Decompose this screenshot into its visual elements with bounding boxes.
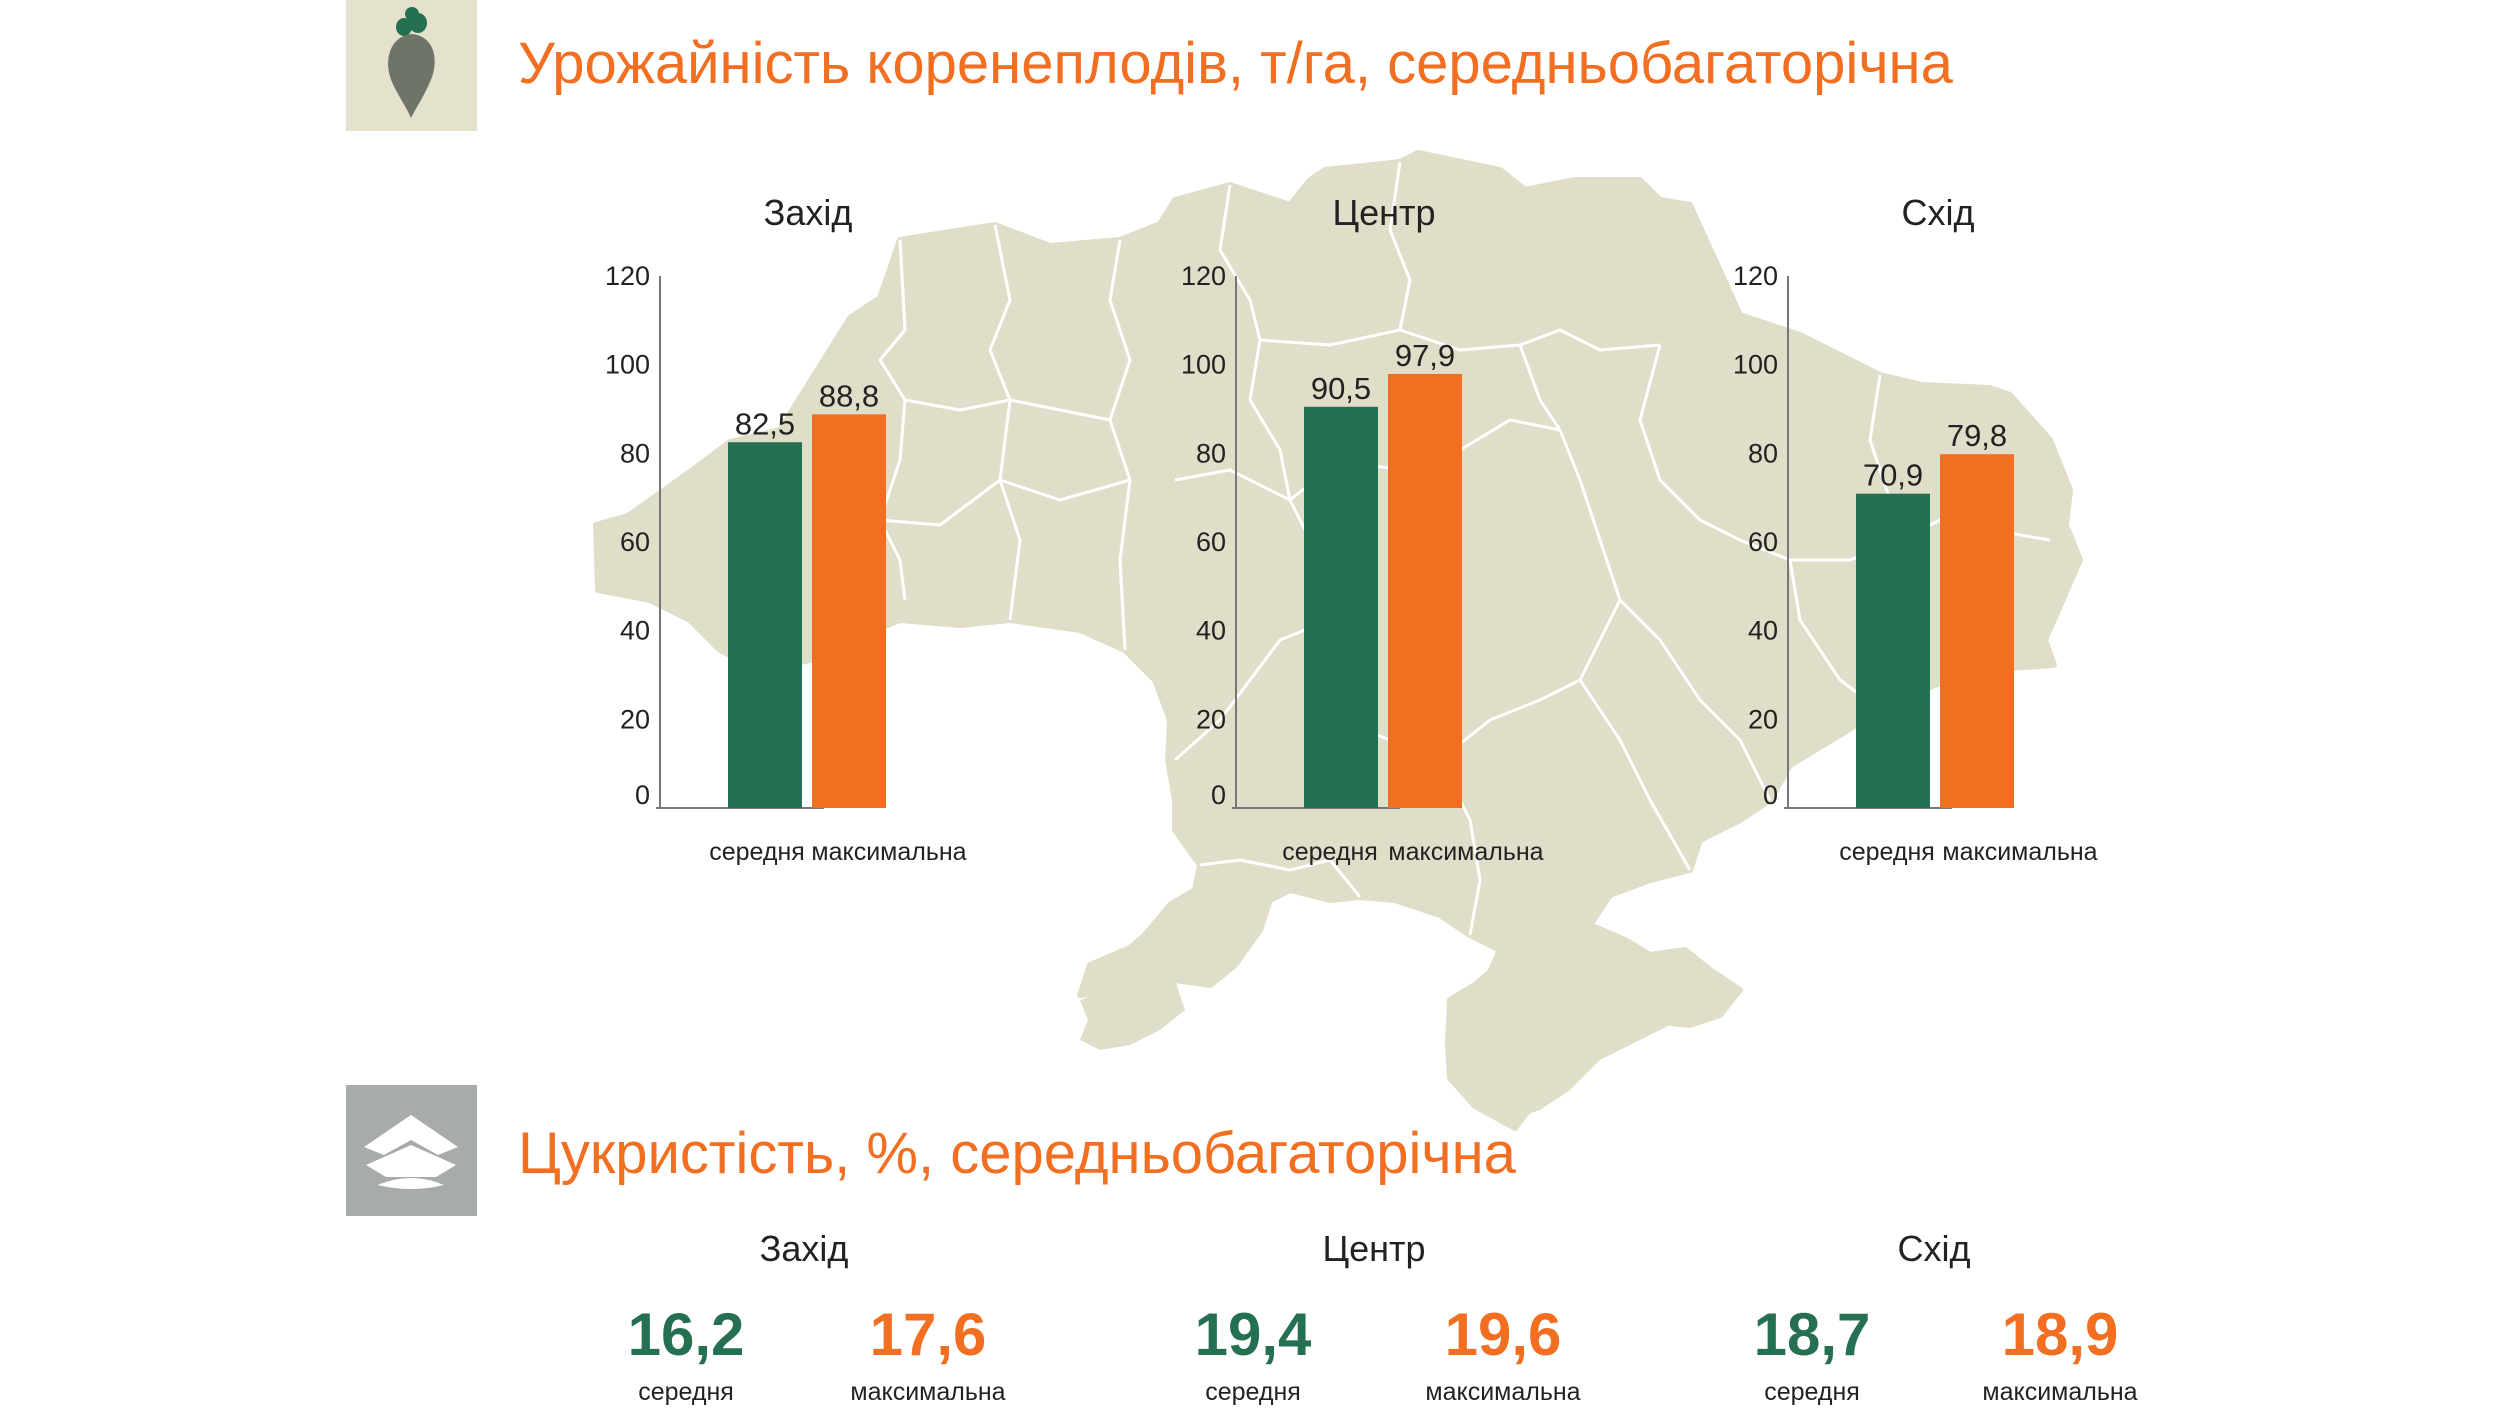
bar-value-label: 82,5 bbox=[735, 406, 795, 441]
y-tick-label: 20 bbox=[1196, 704, 1226, 734]
y-tick-label: 60 bbox=[1748, 527, 1778, 557]
bar-value-label: 90,5 bbox=[1311, 371, 1371, 406]
sugar-max-label-east: максимальна bbox=[1982, 1378, 2138, 1406]
bar-value-label: 70,9 bbox=[1863, 458, 1923, 493]
y-tick-label: 120 bbox=[1733, 261, 1778, 291]
bar-west-max bbox=[812, 414, 886, 808]
y-tick-label: 40 bbox=[1196, 616, 1226, 646]
y-tick-label: 60 bbox=[1196, 527, 1226, 557]
bar-center-max bbox=[1388, 373, 1462, 808]
sugar-avg-center: 19,4 bbox=[1194, 1301, 1312, 1368]
sugar-heading: Цукристість, %, середньобагаторічна bbox=[518, 1121, 1516, 1186]
y-tick-label: 20 bbox=[620, 704, 650, 734]
sugar-avg-label-east: середня bbox=[1764, 1378, 1860, 1406]
bar-chart-center: Центр 0 20 40 60 80 100 120 90,5 середня 97,9 макси… bbox=[1181, 192, 1544, 866]
bar-value-label: 88,8 bbox=[819, 378, 879, 413]
y-tick-label: 120 bbox=[1181, 261, 1226, 291]
chart-title-east: Схід bbox=[1901, 192, 1974, 233]
bar-west-avg bbox=[728, 442, 802, 808]
chart-title-west: Захід bbox=[764, 192, 853, 233]
sugar-region-center: Центр bbox=[1322, 1228, 1426, 1269]
sugar-icon-box bbox=[346, 1085, 477, 1216]
y-tick-label: 80 bbox=[1196, 438, 1226, 468]
category-label: максимальна bbox=[1388, 838, 1543, 866]
sugar-max-center: 19,6 bbox=[1444, 1301, 1562, 1368]
bar-charts: Захід 0 20 40 60 80 100 120 82,5 середня 88,8 макси… bbox=[605, 192, 2098, 866]
y-tick-label: 120 bbox=[605, 261, 650, 291]
sugar-max-east: 18,9 bbox=[2001, 1301, 2119, 1368]
bar-east-avg bbox=[1856, 493, 1930, 808]
y-tick-label: 20 bbox=[1748, 704, 1778, 734]
y-tick-label: 0 bbox=[1763, 780, 1778, 810]
y-tick-label: 100 bbox=[605, 350, 650, 380]
sugar-max-label-center: максимальна bbox=[1425, 1378, 1581, 1406]
sugar-region-west: Захід bbox=[759, 1228, 849, 1269]
bar-east-max bbox=[1940, 454, 2014, 808]
chart-title-center: Центр bbox=[1332, 192, 1435, 233]
yield-heading: Урожайність коренеплодів, т/га, середньо… bbox=[518, 31, 1953, 96]
bar-center-avg bbox=[1304, 406, 1378, 808]
category-label: середня bbox=[709, 838, 805, 866]
sugar-avg-east: 18,7 bbox=[1753, 1301, 1871, 1368]
sugar-avg-west: 16,2 bbox=[627, 1301, 745, 1368]
region-borders bbox=[878, 161, 2051, 936]
y-tick-label: 100 bbox=[1733, 350, 1778, 380]
y-tick-label: 40 bbox=[1748, 616, 1778, 646]
category-label: максимальна bbox=[811, 838, 966, 866]
sugar-avg-label-center: середня bbox=[1205, 1378, 1301, 1406]
y-tick-label: 100 bbox=[1181, 350, 1226, 380]
category-label: максимальна bbox=[1942, 838, 2097, 866]
yield-icon-box bbox=[346, 0, 477, 131]
y-tick-label: 40 bbox=[620, 616, 650, 646]
y-tick-label: 80 bbox=[1748, 438, 1778, 468]
sugar-pile-icon bbox=[364, 1115, 458, 1189]
sugar-max-label-west: максимальна bbox=[850, 1378, 1006, 1406]
bar-value-label: 79,8 bbox=[1947, 418, 2007, 453]
y-tick-label: 60 bbox=[620, 527, 650, 557]
bar-chart-west: Захід 0 20 40 60 80 100 120 82,5 середня 88,8 макси… bbox=[605, 192, 967, 866]
y-tick-label: 0 bbox=[1211, 780, 1226, 810]
sugar-max-west: 17,6 bbox=[869, 1301, 987, 1368]
category-label: середня bbox=[1839, 838, 1935, 866]
bar-value-label: 97,9 bbox=[1395, 338, 1455, 373]
y-tick-label: 80 bbox=[620, 438, 650, 468]
category-label: середня bbox=[1282, 838, 1378, 866]
beet-icon bbox=[388, 7, 435, 118]
sugar-avg-label-west: середня bbox=[638, 1378, 734, 1406]
bar-chart-east: Схід 0 20 40 60 80 100 120 70,9 середня 79,8 максим… bbox=[1733, 192, 2098, 866]
sugar-region-east: Схід bbox=[1897, 1228, 1971, 1269]
y-tick-label: 0 bbox=[635, 780, 650, 810]
